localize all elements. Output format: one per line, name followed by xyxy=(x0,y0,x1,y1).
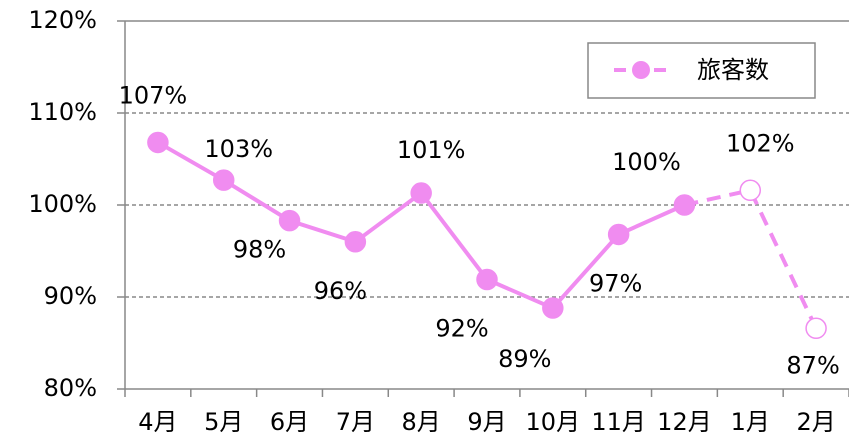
marker xyxy=(212,169,235,191)
marker xyxy=(542,297,564,319)
x-tick-label: 4月 xyxy=(138,408,177,436)
x-tick-label: 1月 xyxy=(731,408,770,436)
marker xyxy=(344,231,367,253)
marker xyxy=(278,209,301,232)
data-label: 98% xyxy=(233,236,286,264)
data-label: 87% xyxy=(786,351,839,379)
x-tick-label: 11月 xyxy=(591,408,646,436)
marker xyxy=(476,268,498,291)
marker xyxy=(739,179,762,202)
marker xyxy=(410,182,432,204)
x-tick-label: 7月 xyxy=(336,408,375,436)
x-tick-label: 9月 xyxy=(467,408,506,436)
data-label: 101% xyxy=(397,136,466,164)
data-label: 107% xyxy=(119,81,188,109)
data-label: 89% xyxy=(498,345,551,373)
y-tick-label: 90% xyxy=(44,282,97,310)
data-label: 97% xyxy=(589,269,642,297)
legend-marker xyxy=(632,61,650,79)
y-tick-label: 80% xyxy=(44,374,97,402)
marker xyxy=(147,131,169,154)
data-label: 92% xyxy=(435,315,488,343)
x-tick-label: 2月 xyxy=(796,408,835,436)
data-label: 103% xyxy=(204,135,273,163)
projected-line xyxy=(684,187,818,330)
legend-label: 旅客数 xyxy=(697,56,769,84)
marker xyxy=(673,194,696,216)
y-tick-label: 120% xyxy=(28,6,97,34)
marker xyxy=(805,317,827,340)
y-tick-label: 100% xyxy=(28,190,97,218)
y-tick-label: 110% xyxy=(28,98,97,126)
x-tick-label: 8月 xyxy=(402,408,441,436)
data-label: 102% xyxy=(726,129,795,157)
x-tick-label: 5月 xyxy=(204,408,243,436)
data-label: 96% xyxy=(314,277,367,305)
marker xyxy=(607,223,630,246)
x-tick-label: 10月 xyxy=(526,408,581,436)
x-tick-label: 12月 xyxy=(657,408,712,436)
x-tick-label: 6月 xyxy=(270,408,309,436)
data-label: 100% xyxy=(612,148,681,176)
